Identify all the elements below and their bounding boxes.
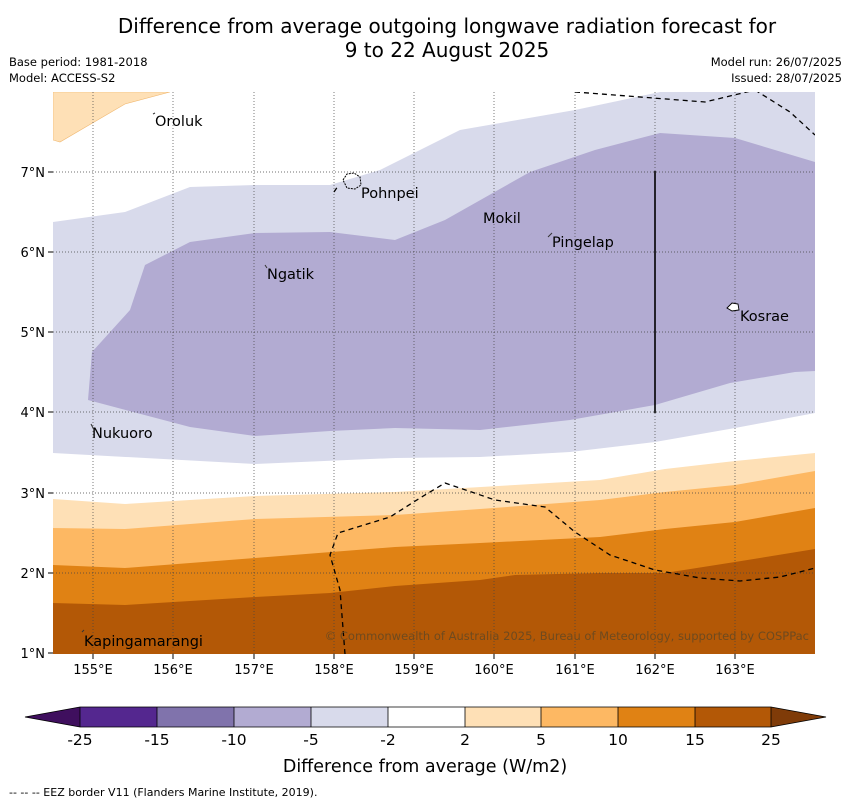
colorbar-tick-8: 10 [608, 731, 628, 749]
eez-borders [329, 92, 815, 654]
map-area: Oroluk Pohnpei Mokil Pingelap Ngatik Kos… [53, 92, 815, 654]
model-run: Model run: 26/07/2025 [710, 55, 842, 69]
lon-tick-159: 159°E [394, 663, 434, 678]
lon-tick-158: 158°E [314, 663, 354, 678]
lon-tick-155: 155°E [73, 663, 113, 678]
oroluk-atoll [152, 112, 156, 115]
colorbar-label: Difference from average (W/m2) [283, 757, 567, 777]
place-mokil: Mokil [483, 211, 521, 227]
lon-tick-162: 162°E [635, 663, 675, 678]
colorbar-swatch-6 [465, 707, 541, 727]
colorbar-min-arrow [25, 707, 80, 727]
copyright-notice: © Commonwealth of Australia 2025, Bureau… [325, 629, 809, 643]
colorbar-tick-10: 25 [761, 731, 781, 749]
band-top-left-orange [53, 92, 171, 143]
lon-tick-161: 161°E [555, 663, 595, 678]
lon-tick-160: 160°E [474, 663, 514, 678]
place-nukuoro: Nukuoro [92, 426, 153, 442]
lat-tick-4: 4°N [21, 406, 46, 421]
pohnpei-island [342, 172, 362, 190]
colorbar-max-arrow [771, 707, 826, 727]
colorbar-swatch-9 [695, 707, 771, 727]
nukuoro-atoll [90, 423, 94, 429]
place-kapingamarangi: Kapingamarangi [84, 634, 203, 650]
place-oroluk: Oroluk [155, 114, 203, 130]
pingelap-atoll [547, 232, 553, 238]
ngatik-atoll [264, 264, 268, 269]
eez-footer-note: -- -- -- EEZ border V11 (Flanders Marine… [9, 786, 318, 799]
place-kosrae: Kosrae [740, 309, 789, 325]
band-dark-orange [53, 549, 815, 654]
colorbar-tick-4: -5 [303, 731, 318, 749]
colorbar-tick-5: -2 [380, 731, 395, 749]
model-name: Model: ACCESS-S2 [9, 71, 116, 85]
lon-tick-163: 163°E [715, 663, 755, 678]
colorbar-tick-6: 2 [460, 731, 470, 749]
lat-tick-5: 5°N [21, 326, 46, 341]
lat-tick-6: 6°N [21, 246, 46, 261]
colorbar-tick-1: -25 [67, 731, 92, 749]
kapinga-atoll [81, 629, 85, 633]
colorbar-swatch-7 [541, 707, 618, 727]
colorbar-swatch-2 [157, 707, 234, 727]
colorbar-tick-3: -10 [221, 731, 246, 749]
lon-tick-156: 156°E [153, 663, 193, 678]
issued-date: Issued: 28/07/2025 [731, 71, 842, 85]
colorbar-swatch-8 [618, 707, 695, 727]
place-pohnpei: Pohnpei [361, 186, 419, 202]
lat-tick-2: 2°N [21, 567, 46, 582]
colorbar-tick-2: -15 [144, 731, 169, 749]
base-period: Base period: 1981-2018 [9, 55, 148, 69]
lat-tick-7: 7°N [21, 166, 46, 181]
title-line-1: Difference from average outgoing longwav… [117, 14, 777, 38]
lon-axis: 155°E 156°E 157°E 158°E 159°E 160°E 161°… [73, 654, 755, 678]
band-mid-lavender [88, 133, 815, 436]
title-line-2: 9 to 22 August 2025 [344, 38, 550, 62]
colorbar-swatch-1 [80, 707, 157, 727]
kosrae-island [726, 302, 740, 312]
colorbar-swatch-5 [388, 707, 465, 727]
lat-axis: 7°N 6°N 5°N 4°N 3°N 2°N 1°N [21, 166, 53, 662]
colorbar-tick-9: 15 [685, 731, 705, 749]
colorbar-swatch-4 [311, 707, 388, 727]
lat-tick-1: 1°N [21, 647, 46, 662]
map-title: Difference from average outgoing longwav… [0, 14, 850, 62]
colorbar: -25 -15 -10 -5 -2 2 5 10 15 25 Differenc… [24, 706, 827, 777]
lon-tick-157: 157°E [234, 663, 274, 678]
place-pingelap: Pingelap [552, 235, 614, 251]
place-ngatik: Ngatik [267, 267, 315, 283]
meta-left: Base period: 1981-2018 Model: ACCESS-S2 [9, 54, 148, 86]
lat-tick-3: 3°N [21, 487, 46, 502]
colorbar-tick-7: 5 [536, 731, 546, 749]
meta-right: Model run: 26/07/2025 Issued: 28/07/2025 [711, 54, 842, 86]
colorbar-swatch-3 [234, 707, 311, 727]
